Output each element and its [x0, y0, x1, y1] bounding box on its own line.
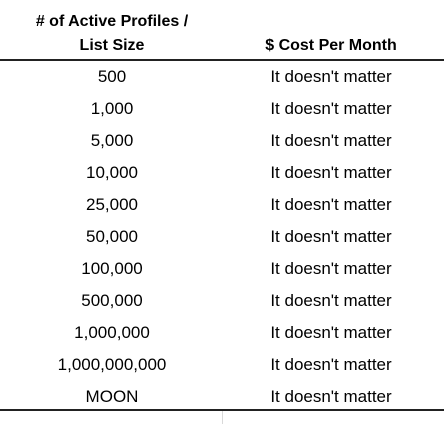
header-cell: $ Cost Per Month — [265, 37, 397, 54]
table-cell: It doesn't matter — [270, 131, 392, 150]
table-cell: It doesn't matter — [270, 259, 392, 278]
table-cell: It doesn't matter — [270, 387, 392, 406]
table-cell: 500 — [97, 67, 127, 86]
table-cell: It doesn't matter — [270, 163, 392, 182]
table-cell: It doesn't matter — [270, 323, 392, 342]
table-cell: It doesn't matter — [270, 195, 392, 214]
table-cell: 25,000 — [86, 195, 138, 214]
table-cell: 100,000 — [81, 259, 143, 278]
table-cell: It doesn't matter — [270, 227, 392, 246]
column-divider — [222, 411, 223, 424]
table-cell: It doesn't matter — [270, 291, 392, 310]
table-cell: 1,000 — [90, 99, 134, 118]
header-cell: List Size — [79, 37, 145, 54]
table-cell: 50,000 — [86, 227, 138, 246]
table-cell: It doesn't matter — [270, 99, 392, 118]
table-cell: 1,000,000 — [74, 323, 150, 342]
table-cell: 1,000,000,000 — [57, 355, 167, 374]
table-cell: It doesn't matter — [270, 67, 392, 86]
table-cell: 500,000 — [81, 291, 143, 310]
header-rule — [0, 59, 444, 61]
table-cell: It doesn't matter — [270, 355, 392, 374]
table-cell: 5,000 — [90, 131, 134, 150]
table-cell: MOON — [85, 387, 139, 406]
table-cell: 10,000 — [86, 163, 138, 182]
header-cell: # of Active Profiles / — [35, 13, 189, 30]
bottom-rule — [0, 409, 444, 411]
